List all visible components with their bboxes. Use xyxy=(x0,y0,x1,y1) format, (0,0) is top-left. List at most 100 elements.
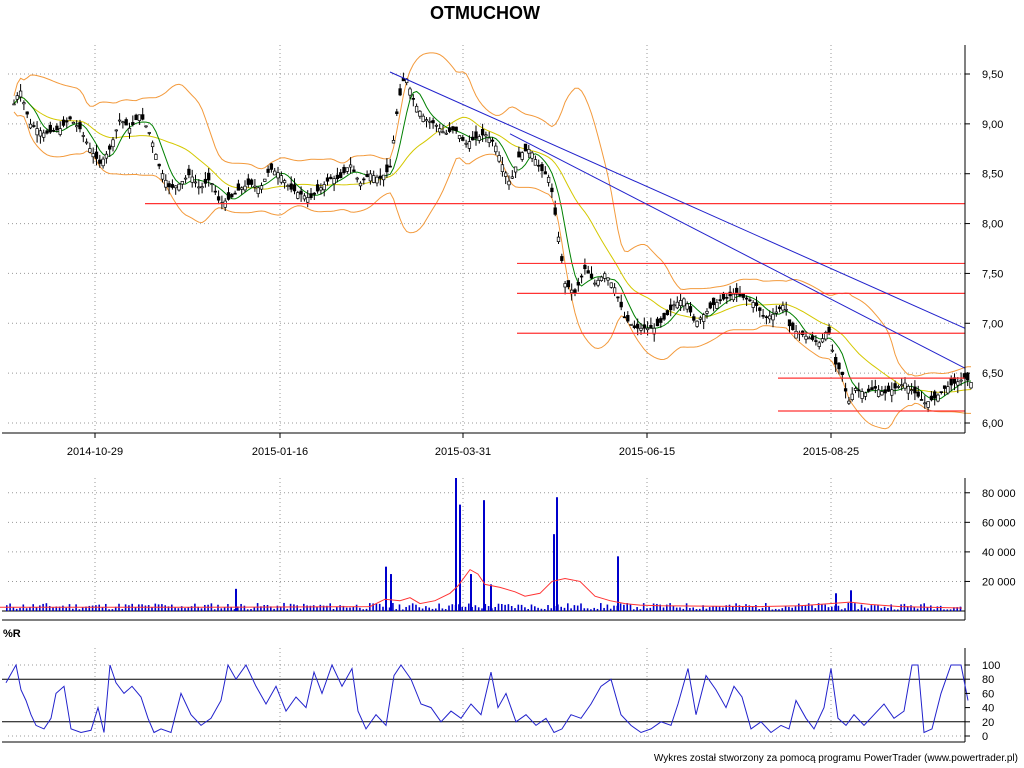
candle-body xyxy=(207,172,211,181)
volume-bar xyxy=(385,566,387,611)
volume-bar xyxy=(167,606,170,611)
candle-body xyxy=(48,124,52,133)
candle-body xyxy=(332,178,336,185)
williams-r-panel: %R 0 20 40 60 80 100 xyxy=(2,628,1000,743)
volume-bar xyxy=(345,607,348,611)
candle-body xyxy=(520,152,524,160)
candle-body xyxy=(365,174,369,177)
candle-body xyxy=(537,164,541,167)
candle-body xyxy=(414,105,419,113)
candle-body xyxy=(325,177,330,182)
volume-bar xyxy=(415,604,417,611)
candle-body xyxy=(180,181,184,185)
candle-body xyxy=(771,313,775,321)
candle-body xyxy=(857,389,861,392)
candle-body xyxy=(705,310,709,314)
volume-bar xyxy=(609,608,612,611)
candle-body xyxy=(187,168,191,176)
volume-bar xyxy=(362,609,364,611)
candle-body xyxy=(385,164,389,173)
volume-bar xyxy=(636,607,638,611)
volume-bar xyxy=(758,609,760,611)
volume-bar xyxy=(844,608,846,611)
volume-bar xyxy=(682,608,685,611)
williams-r-y-tick-label: 40 xyxy=(982,703,994,715)
volume-bar xyxy=(312,605,315,611)
volume-bar xyxy=(101,607,104,611)
candle-body xyxy=(913,386,917,394)
volume-bar xyxy=(864,607,866,611)
volume-bar xyxy=(382,606,384,611)
candle-body xyxy=(368,173,373,182)
volume-bar xyxy=(299,608,302,611)
candle-body xyxy=(474,131,478,139)
candle-body xyxy=(358,182,363,187)
volume-bar xyxy=(840,609,843,611)
candle-body xyxy=(959,379,963,382)
candle-body xyxy=(25,111,29,115)
volume-bar xyxy=(504,604,506,611)
volume-bar xyxy=(29,607,31,611)
volume-bar xyxy=(408,605,411,611)
price-x-tick-label: 2014-10-29 xyxy=(67,446,123,458)
volume-bar xyxy=(487,606,490,611)
volume-bar xyxy=(906,606,909,611)
candle-body xyxy=(127,127,132,134)
volume-bar xyxy=(431,608,434,611)
candle-body xyxy=(104,153,109,159)
candle-body xyxy=(494,145,498,153)
price-y-tick-label: 8,00 xyxy=(982,219,1003,231)
volume-bar xyxy=(180,606,183,611)
volume-bar xyxy=(204,604,206,611)
candle-body xyxy=(784,308,788,311)
volume-bar xyxy=(943,609,945,611)
candle-body xyxy=(174,185,178,189)
candle-body xyxy=(497,155,501,162)
candle-body xyxy=(177,183,181,191)
candle-body xyxy=(969,382,973,389)
volume-bar xyxy=(953,607,955,611)
volume-bar xyxy=(78,609,81,611)
candle-body xyxy=(391,140,396,144)
candle-body xyxy=(513,166,518,173)
candle-body xyxy=(576,281,580,286)
volume-bar xyxy=(804,605,807,611)
candle-body xyxy=(900,384,904,387)
candle-body xyxy=(286,185,290,187)
candle-body xyxy=(896,386,901,388)
volume-bar xyxy=(778,609,780,611)
candle-body xyxy=(282,180,287,184)
volume-bar xyxy=(392,602,394,611)
volume-bar xyxy=(342,605,345,611)
volume-bar xyxy=(920,604,922,611)
candle-body xyxy=(246,178,250,185)
candle-body xyxy=(256,187,260,194)
candle-body xyxy=(685,303,689,310)
candle-body xyxy=(923,402,927,405)
candle-body xyxy=(319,187,323,191)
volume-bar xyxy=(293,604,295,611)
williams-r-y-tick-label: 60 xyxy=(982,688,994,700)
candle-body xyxy=(626,315,630,322)
volume-bar xyxy=(6,605,8,611)
candle-body xyxy=(632,325,637,329)
candle-body xyxy=(471,136,475,141)
candle-body xyxy=(814,340,818,342)
volume-bar xyxy=(184,608,186,611)
volume-bar xyxy=(207,604,209,611)
volume-bar xyxy=(266,604,269,611)
volume-bar xyxy=(666,604,668,611)
candle-body xyxy=(68,116,72,120)
candle-body xyxy=(484,134,488,137)
volume-bar xyxy=(639,609,642,611)
volume-bar xyxy=(652,603,655,611)
volume-bar xyxy=(788,606,790,611)
volume-bar xyxy=(939,605,942,611)
volume-bar xyxy=(114,606,117,611)
volume-bar xyxy=(217,604,219,611)
candle-body xyxy=(956,381,960,386)
volume-bar xyxy=(306,605,308,611)
candle-body xyxy=(649,325,653,329)
volume-bar xyxy=(494,606,496,611)
candle-body xyxy=(183,177,188,180)
